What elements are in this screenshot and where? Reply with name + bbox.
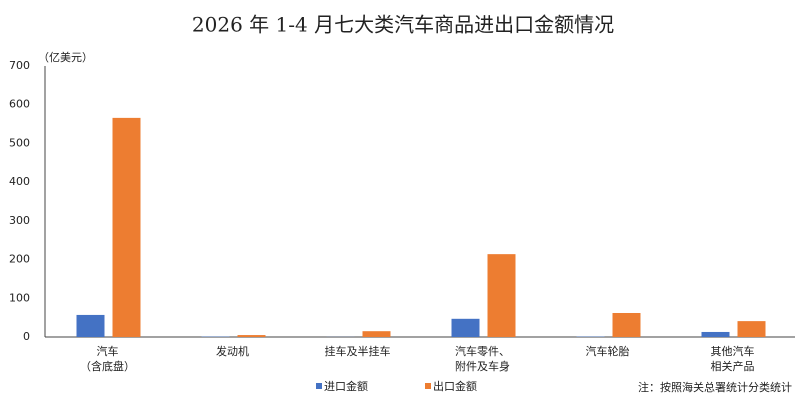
x-tick-label: （含底盘） [80,359,135,373]
chart-title: 2026 年 1-4 月七大类汽车商品进出口金额情况 [192,13,614,37]
x-tick-label: 汽车轮胎 [586,344,630,358]
x-tick-label: 挂车及半挂车 [325,344,391,358]
bar [76,314,105,337]
x-tick-label: 发动机 [216,344,249,358]
bar [112,117,141,338]
legend-label: 进口金额 [324,379,368,393]
y-tick-label: 200 [9,253,30,266]
y-tick-label: 500 [9,136,30,149]
y-tick-label: 300 [9,214,30,227]
bar [451,318,480,337]
y-tick-label: 600 [9,98,30,111]
bar [612,312,641,337]
legend-swatch [316,383,322,389]
x-tick-label: 汽车 [97,344,119,358]
y-tick-label: 400 [9,175,30,188]
bar [737,321,766,337]
bar [237,335,266,337]
x-tick-label: 汽车零件、 [455,344,510,358]
bar [362,331,391,337]
legend-swatch [425,383,431,389]
bar [487,254,516,337]
y-unit: （亿美元） [38,51,93,64]
note: 注：按照海关总署统计分类统计 [638,380,792,394]
y-tick-label: 700 [9,59,30,72]
y-tick-label: 100 [9,291,30,304]
x-tick-label: 相关产品 [711,359,755,373]
bar [701,331,730,337]
y-tick-label: 0 [23,330,30,343]
x-tick-label: 其他汽车 [711,344,755,358]
x-tick-label: 附件及车身 [455,359,510,373]
legend-label: 出口金额 [433,379,477,393]
